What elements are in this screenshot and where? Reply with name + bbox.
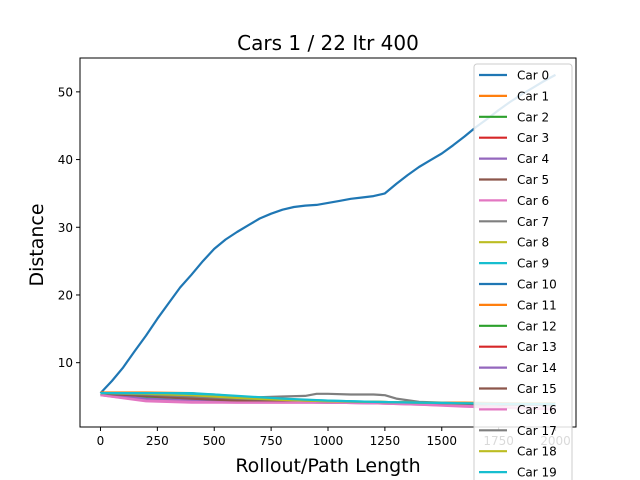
x-tick-label: 750	[260, 434, 283, 448]
legend-entry-car-7: Car 7	[517, 215, 549, 229]
legend-box	[473, 63, 573, 480]
legend-entry-car-10: Car 10	[517, 278, 557, 292]
y-tick-label: 30	[58, 221, 73, 235]
legend-entry-car-3: Car 3	[517, 131, 549, 145]
legend-entry-car-15: Car 15	[517, 382, 557, 396]
x-tick-label: 0	[97, 434, 105, 448]
x-tick-label: 1500	[426, 434, 457, 448]
y-tick-label: 10	[58, 356, 73, 370]
legend-entry-car-9: Car 9	[517, 257, 549, 271]
x-tick-label: 1000	[313, 434, 344, 448]
legend-entry-car-0: Car 0	[517, 69, 549, 83]
legend-entry-car-4: Car 4	[517, 152, 549, 166]
legend-entry-car-14: Car 14	[517, 361, 557, 375]
legend-entry-car-6: Car 6	[517, 194, 549, 208]
legend-entry-car-18: Car 18	[517, 445, 557, 459]
chart-title: Cars 1 / 22 Itr 400	[237, 31, 419, 55]
legend-entry-car-8: Car 8	[517, 236, 549, 250]
legend-entry-car-16: Car 16	[517, 403, 557, 417]
y-tick-label: 20	[58, 288, 73, 302]
legend-entry-car-11: Car 11	[517, 298, 557, 312]
y-axis: 10 20 30 40 50	[58, 85, 80, 370]
x-tick-label: 1250	[370, 434, 401, 448]
y-axis-label: Distance	[26, 203, 48, 286]
legend-entry-car-5: Car 5	[517, 173, 549, 187]
y-tick-label: 40	[58, 153, 73, 167]
legend-entry-car-12: Car 12	[517, 319, 557, 333]
series-line-car-19	[100, 392, 556, 406]
legend-entry-car-2: Car 2	[517, 110, 549, 124]
legend: Car 0 Car 1 Car 2 Car 3 Car 4 Car 5 Car 6 Car 7…	[473, 63, 573, 480]
legend-entry-car-17: Car 17	[517, 424, 557, 438]
x-axis-label: Rollout/Path Length	[235, 455, 420, 477]
legend-entry-car-19: Car 19	[517, 466, 557, 480]
legend-entry-car-1: Car 1	[517, 89, 549, 103]
x-tick-label: 500	[203, 434, 226, 448]
legend-entry-car-13: Car 13	[517, 340, 557, 354]
y-tick-label: 50	[58, 85, 73, 99]
x-tick-label: 250	[146, 434, 169, 448]
